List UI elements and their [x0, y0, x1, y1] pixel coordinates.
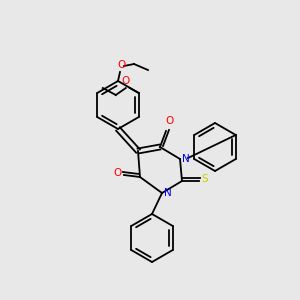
Text: O: O — [165, 116, 173, 126]
Text: O: O — [117, 60, 125, 70]
Text: N: N — [182, 154, 190, 164]
Text: O: O — [122, 76, 130, 86]
Text: N: N — [164, 188, 172, 198]
Text: O: O — [114, 168, 122, 178]
Text: S: S — [202, 174, 208, 184]
